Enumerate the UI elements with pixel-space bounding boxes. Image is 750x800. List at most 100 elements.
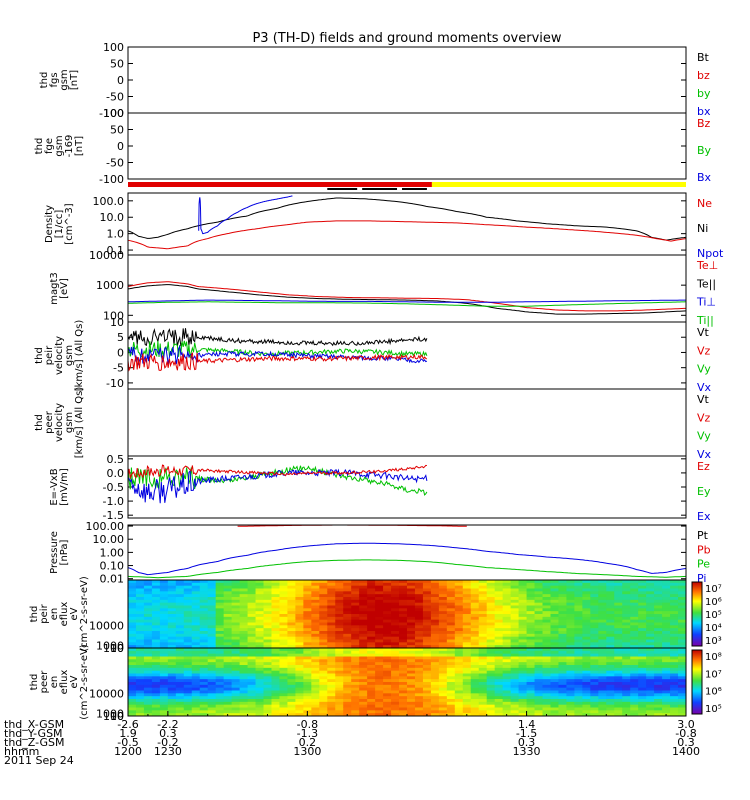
spectrogram-cell: [542, 582, 551, 587]
spectrogram-cell: [566, 633, 575, 638]
spectrogram-cell: [510, 667, 520, 672]
spectrogram-cell: [359, 639, 368, 643]
spectrogram-cell: [494, 707, 504, 711]
spectrogram-cell: [239, 599, 249, 604]
spectrogram-cell: [470, 599, 480, 604]
spectrogram-cell: [391, 619, 400, 623]
spectrogram-cell: [614, 667, 623, 672]
spectrogram-cell: [454, 696, 464, 700]
spectrogram-cell: [566, 611, 575, 615]
spectrogram-cell: [654, 636, 663, 640]
spectrogram-cell: [311, 582, 320, 587]
spectrogram-cell: [327, 622, 336, 626]
spectrogram-cell: [311, 645, 320, 649]
spectrogram-cell: [518, 645, 528, 649]
spectrogram-cell: [351, 622, 360, 626]
spectrogram-cell: [287, 684, 296, 689]
spectrogram-cell: [271, 585, 280, 589]
spectrogram-cell: [135, 631, 145, 635]
spectrogram-cell: [630, 594, 639, 598]
spectrogram-cell: [375, 639, 384, 643]
spectrogram-cell: [391, 636, 400, 640]
spectrogram-cell: [367, 580, 376, 584]
spectrogram-cell: [486, 625, 496, 629]
spectrogram-cell: [367, 645, 376, 649]
spectrogram-cell: [255, 602, 265, 606]
spectrogram-cell: [446, 628, 456, 632]
spectrogram-cell: [367, 713, 376, 717]
spectrogram-cell: [470, 591, 480, 595]
spectrogram-cell: [295, 713, 304, 717]
spectrogram-cell: [486, 639, 496, 643]
spectrogram-cell: [534, 693, 544, 697]
x-row-label: thd_X-GSM: [4, 718, 64, 731]
spectrogram-cell: [239, 619, 249, 623]
spectrogram-cell: [239, 616, 249, 621]
spectrogram-cell: [311, 639, 320, 643]
spectrogram-cell: [662, 602, 671, 606]
spectrogram-cell: [383, 684, 392, 689]
spectrogram-cell: [566, 608, 575, 612]
spectrogram-cell: [383, 662, 392, 666]
spectrogram-cell: [128, 693, 137, 697]
spectrogram-cell: [143, 642, 153, 646]
spectrogram-cell: [574, 682, 583, 686]
spectrogram-cell: [638, 628, 647, 632]
spectrogram-cell: [590, 625, 599, 629]
spectrogram-cell: [662, 622, 671, 626]
colorbar-label: 10⁷: [705, 669, 722, 680]
spectrogram-cell: [271, 696, 280, 700]
spectrogram-cell: [430, 597, 440, 601]
spectrogram-cell: [558, 665, 567, 669]
spectrogram-cell: [263, 665, 272, 669]
x-row-value: -1.3: [297, 727, 318, 740]
spectrogram-cell: [399, 645, 408, 649]
spectrogram-cell: [391, 679, 400, 683]
spectrogram-cell: [542, 656, 551, 660]
spectrogram-cell: [359, 667, 368, 672]
spectrogram-cell: [430, 631, 440, 635]
spectrogram-cell: [167, 602, 177, 606]
spectrogram-cell: [478, 622, 488, 626]
spectrogram-cell: [359, 673, 368, 677]
spectrogram-cell: [614, 662, 623, 666]
spectrogram-cell: [271, 633, 280, 638]
y-tick-label: 1.00: [100, 546, 125, 559]
spectrogram-cell: [430, 591, 440, 595]
spectrogram-cell: [223, 701, 233, 706]
spectrogram-cell: [199, 693, 209, 697]
spectrogram-cell: [598, 707, 607, 711]
spectrogram-cell: [622, 614, 631, 618]
spectrogram-cell: [335, 608, 344, 612]
spectrogram-cell: [502, 687, 512, 691]
spectrogram-cell: [247, 582, 257, 587]
panel-frame: [127, 388, 687, 457]
spectrogram-cell: [590, 676, 599, 680]
panel-frame: [127, 524, 687, 581]
spectrogram-cell: [486, 676, 496, 680]
spectrogram-cell: [327, 670, 336, 674]
spectrogram-cell: [191, 693, 201, 697]
spectrogram-cell: [183, 704, 193, 708]
y-axis-label: thd: [29, 674, 40, 691]
spectrogram-cell: [470, 636, 480, 640]
spectrogram-cell: [646, 670, 655, 674]
spectrogram-cell: [303, 676, 312, 680]
spectrogram-cell: [223, 599, 233, 604]
spectrogram-cell: [231, 633, 241, 638]
spectrogram-cell: [430, 682, 440, 686]
spectrogram-cell: [399, 631, 408, 635]
spectrogram-cell: [574, 693, 583, 697]
y-tick-label: 10.0: [100, 211, 125, 224]
spectrogram-cell: [391, 704, 400, 708]
spectrogram-cell: [367, 594, 376, 598]
spectrogram-cell: [590, 591, 599, 595]
spectrogram-cell: [175, 608, 185, 612]
spectrogram-cell: [255, 653, 265, 657]
spectrogram-cell: [327, 704, 336, 708]
spectrogram-cell: [598, 616, 607, 621]
spectrogram-cell: [223, 619, 233, 623]
spectrogram-cell: [183, 662, 193, 666]
spectrogram-cell: [367, 687, 376, 691]
spectrogram-cell: [351, 591, 360, 595]
